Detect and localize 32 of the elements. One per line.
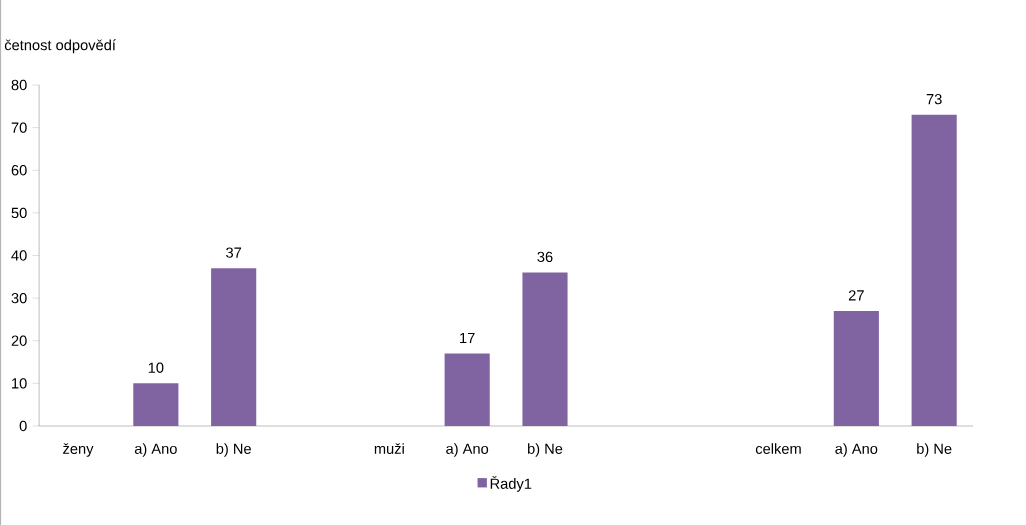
y-tick-label: 80 — [11, 79, 27, 91]
y-tick-label: 70 — [11, 122, 27, 133]
y-tick-label: 30 — [11, 292, 27, 304]
y-tick-label: 50 — [11, 207, 27, 219]
data-label: 10 — [148, 362, 164, 373]
y-axis-title: četnost odpovědí — [4, 39, 116, 54]
x-tick-label: muži — [374, 443, 404, 454]
y-tick-label: 10 — [12, 378, 27, 389]
x-tick-label: a) Ano — [835, 443, 878, 457]
bar — [133, 383, 179, 426]
bar — [833, 310, 879, 426]
y-tick-label: 60 — [11, 165, 27, 176]
x-tick-label: celkem — [755, 443, 801, 454]
data-label: 17 — [460, 332, 475, 344]
x-tick-label: a) Ano — [134, 443, 177, 457]
y-tick-label: 40 — [11, 250, 27, 261]
x-tick-label: a) Ano — [446, 443, 489, 457]
bar — [211, 268, 257, 426]
bar — [522, 272, 568, 426]
data-label: 37 — [226, 247, 242, 258]
y-tick-label: 20 — [11, 335, 27, 346]
x-tick-label: ženy — [63, 443, 94, 457]
x-tick-label: b) Ne — [528, 443, 563, 457]
bar — [444, 353, 490, 426]
x-tick-label: b) Ne — [917, 443, 952, 457]
legend-label: Řady1 — [490, 475, 532, 492]
bar — [911, 114, 957, 426]
data-label: 36 — [537, 251, 553, 263]
data-label: 27 — [848, 290, 864, 301]
y-tick-label: 0 — [19, 420, 27, 432]
data-label: 73 — [926, 93, 942, 105]
x-tick-label: b) Ne — [216, 443, 251, 457]
